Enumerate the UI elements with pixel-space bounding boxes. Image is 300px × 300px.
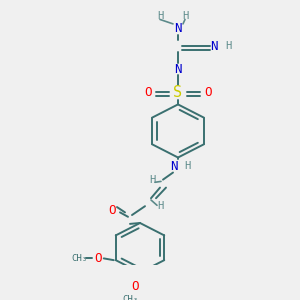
Text: H: H bbox=[157, 201, 163, 211]
Text: N: N bbox=[170, 160, 178, 173]
Text: O: O bbox=[204, 85, 212, 98]
Text: O: O bbox=[131, 280, 139, 293]
Text: O: O bbox=[144, 85, 152, 98]
Text: H: H bbox=[182, 11, 188, 21]
Text: S: S bbox=[173, 85, 183, 100]
Text: H: H bbox=[157, 11, 163, 21]
Text: CH₃: CH₃ bbox=[122, 296, 138, 300]
Text: N: N bbox=[210, 40, 218, 52]
Text: H: H bbox=[184, 161, 190, 171]
Text: N: N bbox=[174, 22, 182, 35]
Text: H: H bbox=[149, 175, 155, 184]
Text: CH₃: CH₃ bbox=[72, 254, 88, 263]
Text: H: H bbox=[225, 41, 231, 51]
Text: N: N bbox=[174, 62, 182, 76]
Text: O: O bbox=[94, 252, 101, 265]
Text: O: O bbox=[108, 204, 116, 217]
